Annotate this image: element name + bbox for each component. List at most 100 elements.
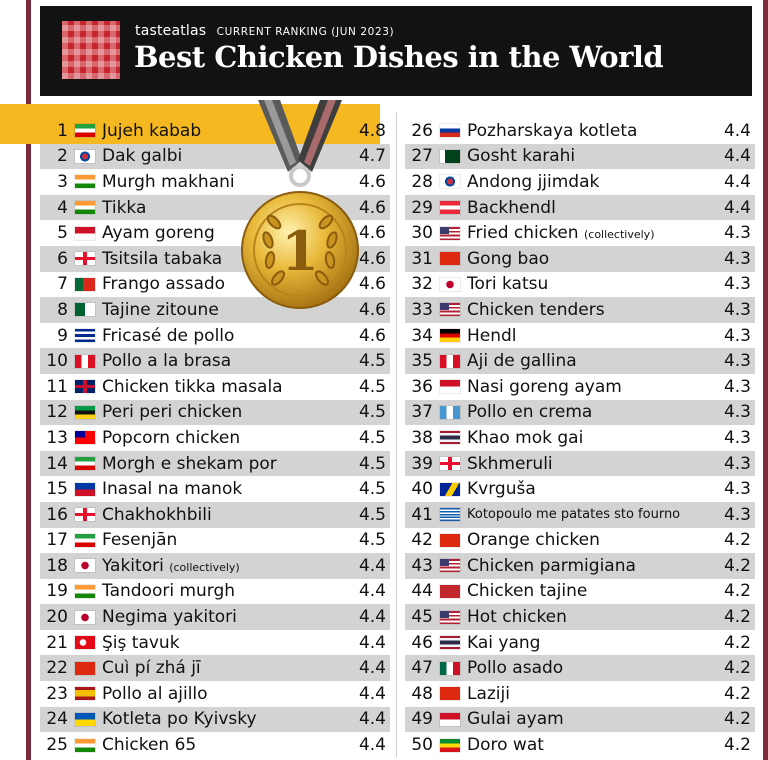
- rank-number: 21: [46, 632, 68, 653]
- austria-flag-icon: [440, 201, 460, 215]
- rank-number: 17: [46, 530, 68, 551]
- dish-name: Gulai ayam: [467, 709, 707, 729]
- dish-name: Hendl: [467, 326, 707, 346]
- georgia-flag-icon: [75, 508, 95, 522]
- dish-score: 4.4: [358, 709, 386, 730]
- ranking-row: 10 Pollo a la brasa 4.5: [40, 348, 390, 374]
- gold-medal-icon: 1: [241, 100, 359, 309]
- rank-number: 29: [411, 197, 433, 218]
- ranking-row: 3 Murgh makhani 4.6: [40, 169, 390, 195]
- column-divider: [396, 112, 397, 757]
- rank-number: 39: [411, 453, 433, 474]
- dish-name: Negima yakitori: [102, 607, 342, 627]
- dish-score: 4.6: [358, 223, 386, 244]
- ranking-row: 2 Dak galbi 4.7: [40, 143, 390, 170]
- rank-number: 13: [46, 427, 68, 448]
- dish-score: 4.2: [723, 607, 751, 628]
- rank-number: 4: [57, 197, 68, 218]
- ranking-row: 39 Skhmeruli 4.3: [405, 450, 755, 477]
- greece-flag-icon: [440, 508, 460, 522]
- dish-name-text: Chicken parmigiana: [467, 555, 636, 576]
- rank-number: 19: [46, 581, 68, 602]
- dish-name: Kai yang: [467, 633, 707, 653]
- india-flag-icon: [75, 584, 95, 598]
- ranking-row: 1 Jujeh kabab 4.8: [40, 118, 390, 144]
- tasteatlas-logo: [62, 21, 120, 79]
- rank-number: 6: [57, 248, 68, 269]
- dish-name: Yakitori (collectively): [102, 556, 342, 576]
- ranking-row: 23 Pollo al ajillo 4.4: [40, 681, 390, 707]
- dish-score: 4.5: [358, 376, 386, 397]
- philippines-flag-icon: [75, 482, 95, 496]
- dish-name-text: Tajine zitoune: [102, 299, 219, 320]
- dish-score: 4.2: [723, 581, 751, 602]
- dish-score: 4.4: [358, 683, 386, 704]
- dish-score: 4.6: [358, 274, 386, 295]
- rank-number: 5: [57, 223, 68, 244]
- ranking-row: 47 Pollo asado 4.2: [405, 655, 755, 682]
- dish-name: Chicken tikka masala: [102, 377, 342, 397]
- rank-number: 22: [46, 658, 68, 679]
- dish-name-text: Jujeh kabab: [102, 120, 202, 141]
- ribbon-stripe-left: [264, 100, 296, 166]
- usa-flag-icon: [440, 226, 460, 240]
- dish-score: 4.3: [723, 274, 751, 295]
- dish-name: Cuì pí zhá jī: [102, 658, 342, 678]
- page-title: Best Chicken Dishes in the World: [134, 40, 664, 74]
- ranking-row: 16 Chakhokhbili 4.5: [40, 501, 390, 528]
- dish-score: 4.5: [358, 479, 386, 500]
- ranking-row: 41 Kotopoulo me patates sto fourno 4.3: [405, 501, 755, 528]
- morocco-flag-icon: [440, 584, 460, 598]
- rank-number: 32: [411, 274, 433, 295]
- dish-name-text: Kotopoulo me patates sto fourno: [467, 507, 681, 523]
- dish-score: 4.3: [723, 479, 751, 500]
- dish-score: 4.2: [723, 658, 751, 679]
- rank-number: 16: [46, 504, 68, 525]
- ranking-row: 7 Frango assado 4.6: [40, 272, 390, 298]
- ranking-row: 25 Chicken 65 4.4: [40, 732, 390, 758]
- rank-number: 10: [46, 351, 68, 372]
- ranking-row: 45 Hot chicken 4.2: [405, 604, 755, 630]
- dish-score: 4.2: [723, 735, 751, 756]
- dish-note: (collectively): [583, 228, 655, 242]
- dish-name: Tikka: [102, 198, 342, 218]
- rank-number: 50: [411, 735, 433, 756]
- dish-name: Ayam goreng: [102, 223, 342, 243]
- dish-name-text: Kai yang: [467, 632, 541, 653]
- dish-score: 4.4: [358, 632, 386, 653]
- japan-flag-icon: [75, 559, 95, 573]
- dish-name: Pollo asado: [467, 658, 707, 678]
- dish-name-text: Fricasé de pollo: [102, 325, 235, 346]
- dish-name-text: Khao mok gai: [467, 427, 584, 448]
- china-flag-icon: [440, 252, 460, 266]
- dish-name: Khao mok gai: [467, 428, 707, 448]
- dish-name-text: Pollo a la brasa: [102, 351, 232, 372]
- ranking-row: 50 Doro wat 4.2: [405, 732, 755, 758]
- mexico-flag-icon: [440, 661, 460, 675]
- japan-flag-icon: [440, 277, 460, 291]
- dish-name: Gosht karahi: [467, 146, 707, 166]
- dish-name: Gong bao: [467, 249, 707, 269]
- dish-name: Tandoori murgh: [102, 581, 342, 601]
- dish-name: Pollo en crema: [467, 402, 707, 422]
- usa-flag-icon: [440, 303, 460, 317]
- rank-number: 8: [57, 299, 68, 320]
- dish-name: Fried chicken (collectively): [467, 223, 707, 243]
- dish-name: Peri peri chicken: [102, 402, 342, 422]
- dish-score: 4.5: [358, 351, 386, 372]
- dish-name-text: Tori katsu: [467, 274, 549, 295]
- rank-number: 48: [411, 683, 433, 704]
- dish-name-text: Laziji: [467, 683, 510, 704]
- right-border: [763, 0, 768, 760]
- ranking-row: 29 Backhendl 4.4: [405, 194, 755, 221]
- dish-name-text: Tsitsila tabaka: [102, 248, 223, 269]
- dish-name: Kotopoulo me patates sto fourno: [467, 507, 707, 522]
- dish-score: 4.5: [358, 530, 386, 551]
- dish-score: 4.5: [358, 427, 386, 448]
- thailand-flag-icon: [440, 431, 460, 445]
- rank-number: 47: [411, 658, 433, 679]
- rank-number: 27: [411, 146, 433, 167]
- rank-number: 12: [46, 402, 68, 423]
- ranking-row: 46 Kai yang 4.2: [405, 630, 755, 656]
- dish-score: 4.4: [358, 735, 386, 756]
